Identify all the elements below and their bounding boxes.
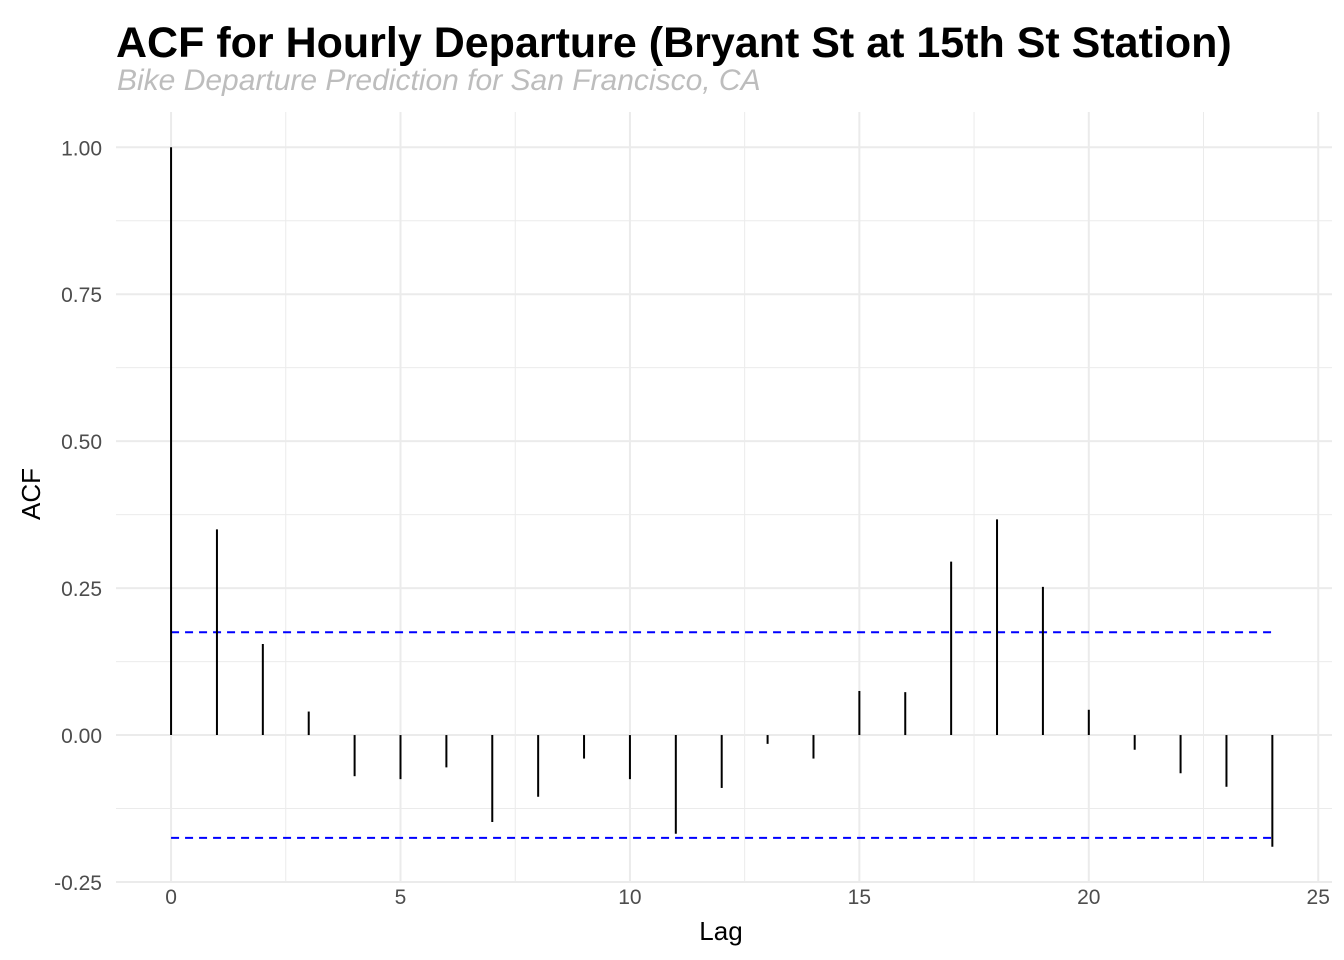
x-tick-label: 15: [848, 886, 871, 909]
x-tick-label: 25: [1307, 886, 1330, 909]
confidence-bounds: [171, 631, 1273, 839]
y-tick-label: 1.00: [61, 137, 102, 160]
chart-subtitle: Bike Departure Prediction for San Franci…: [117, 64, 761, 97]
x-tick-label: 5: [395, 886, 407, 909]
y-axis-tick-labels: -0.25 0.00 0.25 0.50 0.75 1.00: [54, 137, 102, 895]
y-tick-label: 0.25: [61, 578, 102, 601]
grid-lines: [116, 112, 1332, 883]
y-tick-label: 0.50: [61, 431, 102, 454]
y-tick-label: 0.00: [61, 725, 102, 748]
x-axis-tick-labels: 0 5 10 15 20 25: [165, 886, 1330, 909]
y-tick-label: 0.75: [61, 284, 102, 307]
y-tick-label: -0.25: [54, 872, 102, 895]
x-tick-label: 10: [618, 886, 641, 909]
y-axis-label: ACF: [16, 468, 46, 520]
x-axis-label: Lag: [699, 916, 742, 946]
chart-title: ACF for Hourly Departure (Bryant St at 1…: [116, 19, 1232, 67]
acf-spikes: [170, 147, 1274, 847]
x-tick-label: 20: [1077, 886, 1100, 909]
x-tick-label: 0: [165, 886, 177, 909]
